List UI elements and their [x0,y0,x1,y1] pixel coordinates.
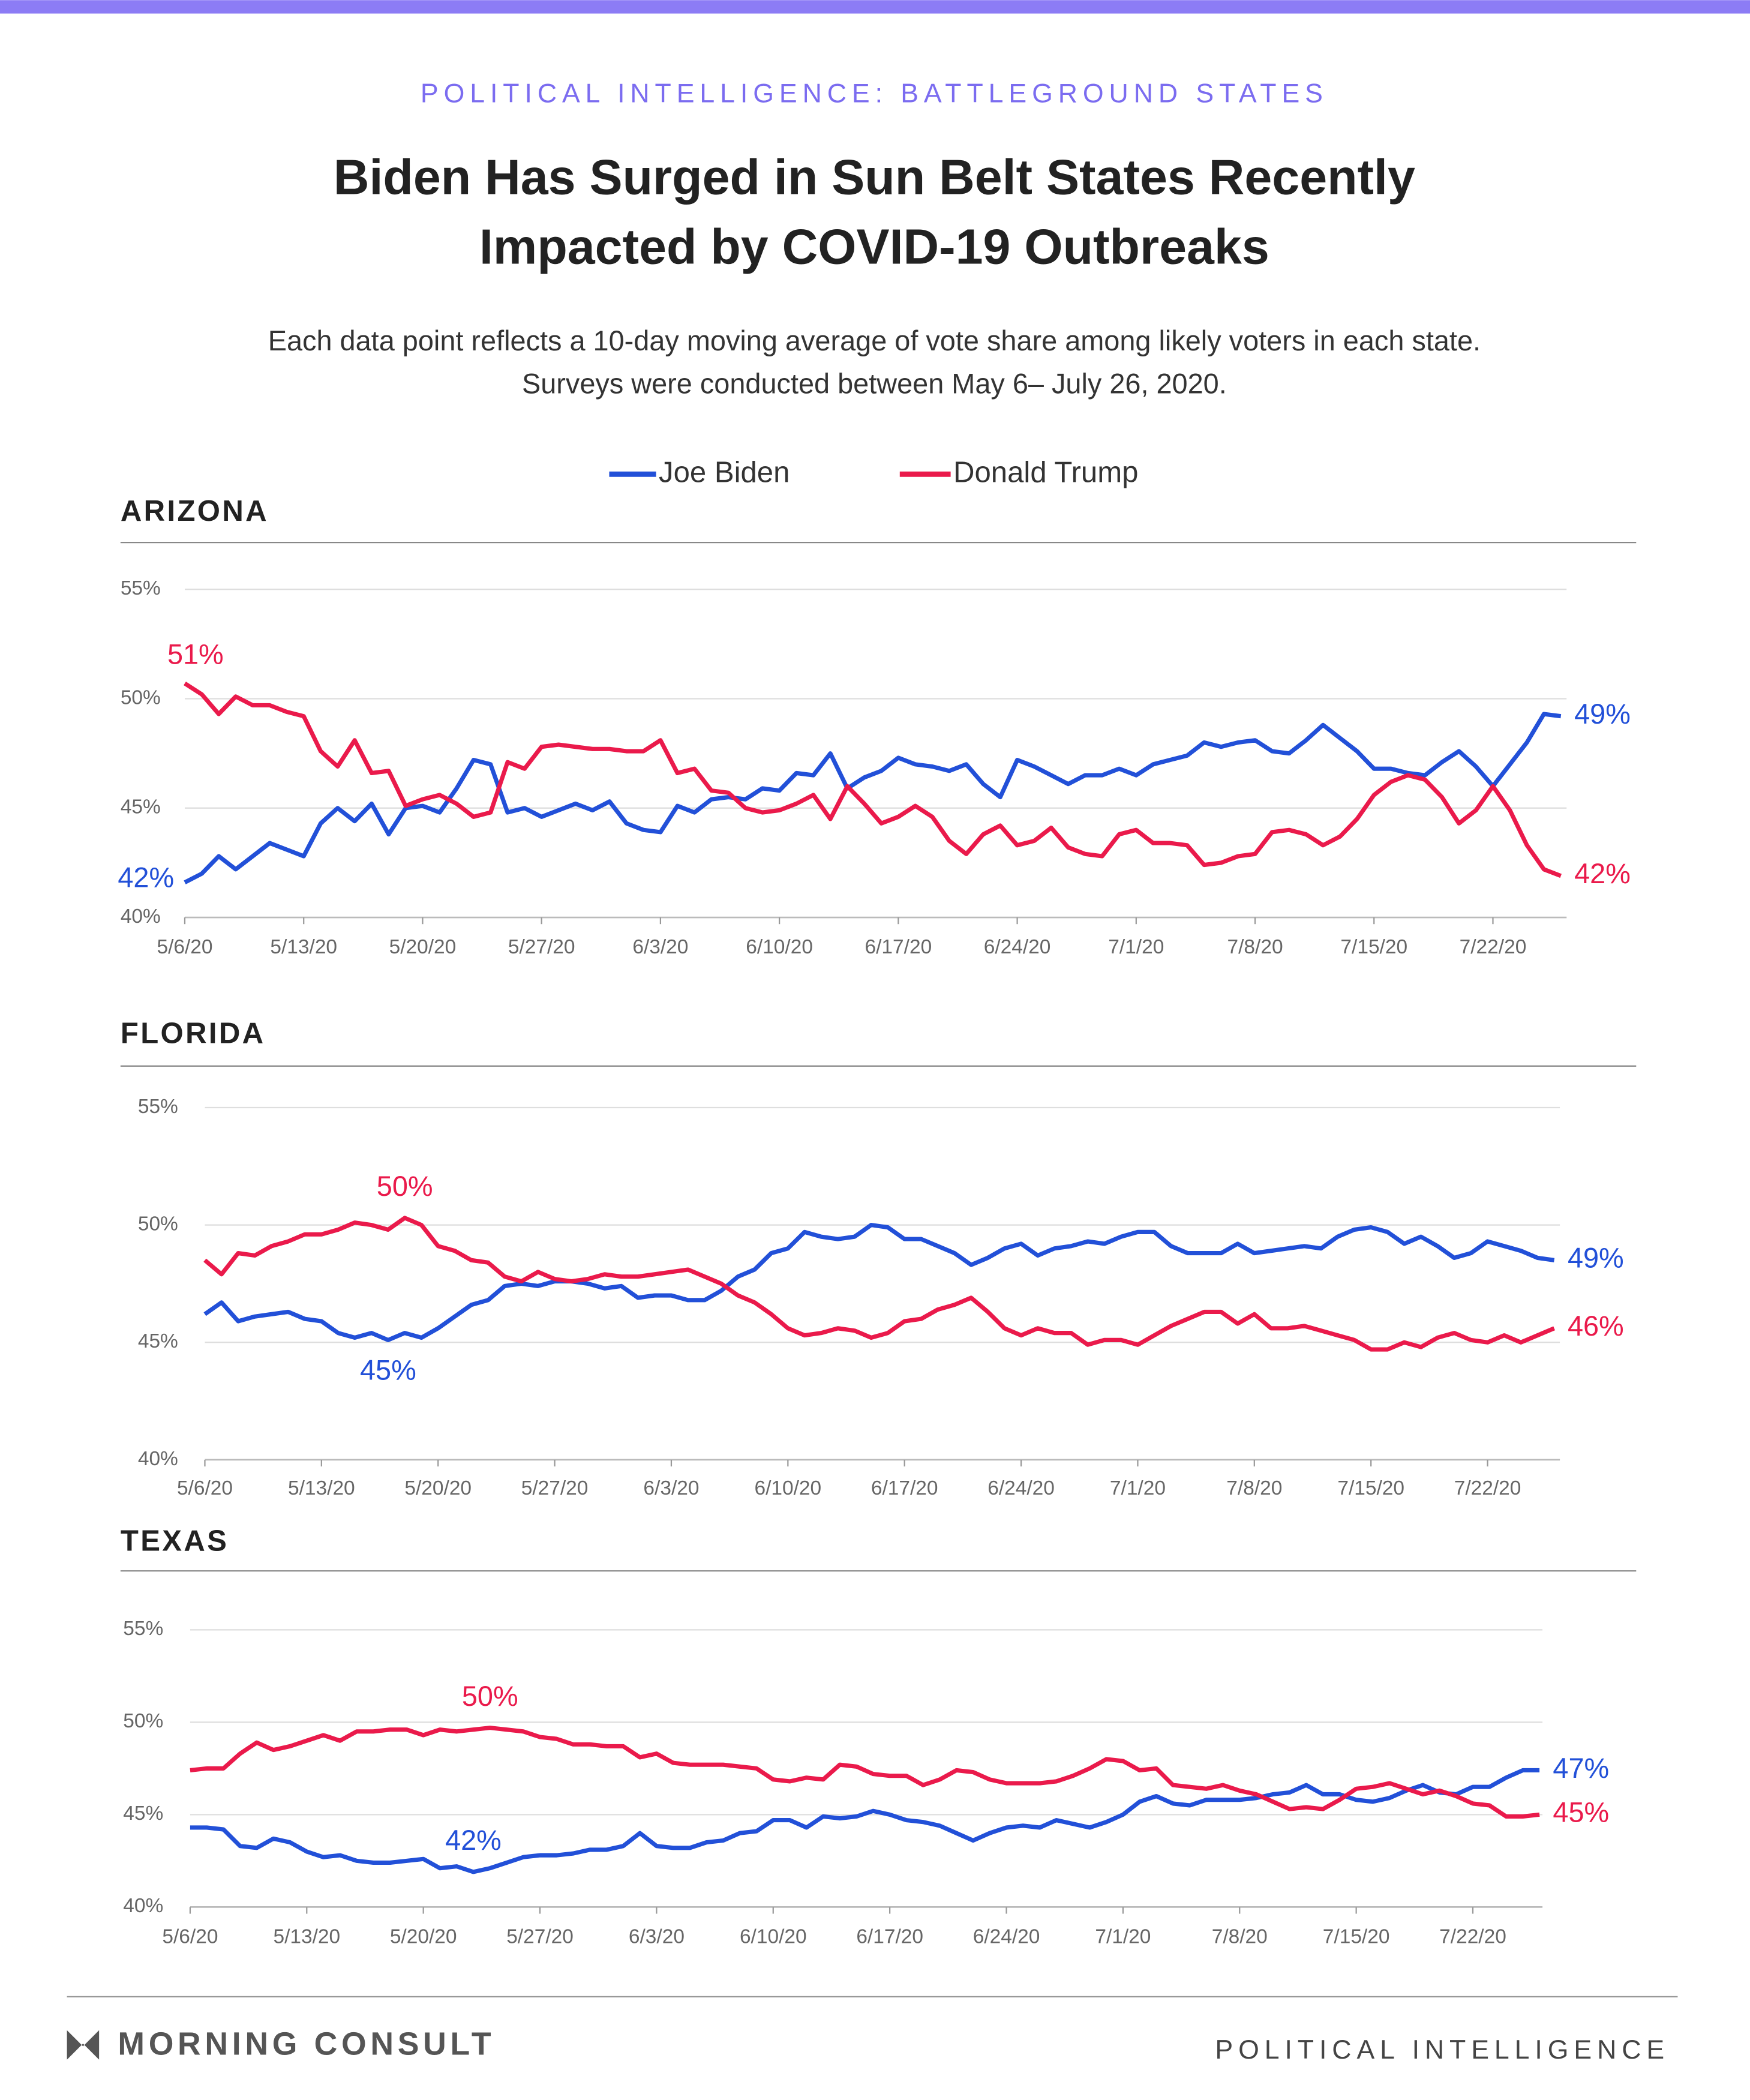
y-tick-label: 40% [138,1448,178,1470]
y-tick-label: 40% [121,905,161,928]
series-line [184,681,1562,878]
value-label: 46% [1568,1310,1624,1342]
x-tick-label: 7/1/20 [1108,936,1164,958]
chart-title: FLORIDA [121,1017,266,1049]
x-tick-label: 6/17/20 [856,1926,923,1948]
series-line [203,1223,1555,1342]
y-tick-label: 50% [123,1710,163,1732]
x-tick-label: 7/8/20 [1227,936,1283,958]
chart-title: TEXAS [121,1525,229,1557]
x-tick-label: 6/17/20 [871,1477,938,1499]
x-tick-label: 7/22/20 [1439,1926,1506,1948]
x-tick-label: 6/24/20 [984,936,1051,958]
x-tick-label: 6/3/20 [632,936,688,958]
series-line [190,1726,1540,1819]
x-tick-label: 6/10/20 [746,936,813,958]
x-tick-label: 7/15/20 [1323,1926,1390,1948]
y-tick-label: 50% [121,686,161,709]
y-tick-label: 40% [123,1895,163,1917]
chart-title: ARIZONA [121,495,269,527]
x-tick-label: 5/27/20 [521,1477,589,1499]
x-tick-label: 5/20/20 [404,1477,472,1499]
value-label: 42% [445,1825,502,1856]
x-tick-label: 5/20/20 [390,1926,457,1948]
x-tick-label: 5/13/20 [270,936,337,958]
x-tick-label: 7/22/20 [1460,936,1527,958]
x-tick-label: 5/13/20 [288,1477,355,1499]
value-label: 51% [167,639,224,670]
value-label: 45% [1553,1797,1609,1828]
logo [67,2030,100,2060]
subtitle: Surveys were conducted between May 6– Ju… [522,368,1227,399]
kicker: POLITICAL INTELLIGENCE: BATTLEGROUND STA… [421,79,1328,109]
value-label: 49% [1568,1243,1624,1274]
series-line [203,1216,1556,1352]
title: Biden Has Surged in Sun Belt States Rece… [334,149,1415,205]
top-bar [0,0,1750,14]
y-tick-label: 55% [123,1618,163,1640]
title: Impacted by COVID-19 Outbreaks [479,219,1269,274]
x-tick-label: 5/27/20 [506,1926,574,1948]
y-tick-label: 45% [138,1330,178,1352]
value-label: 47% [1553,1753,1609,1784]
y-tick-label: 45% [121,796,161,818]
x-tick-label: 5/27/20 [508,936,575,958]
value-label: 50% [462,1681,518,1712]
x-tick-label: 7/15/20 [1337,1477,1404,1499]
value-label: 45% [360,1354,416,1385]
x-tick-label: 7/1/20 [1110,1477,1166,1499]
y-tick-label: 45% [123,1802,163,1825]
y-tick-label: 50% [138,1213,178,1235]
series-line [190,1768,1540,1874]
value-label: 42% [118,862,174,893]
value-label: 42% [1574,858,1631,889]
x-tick-label: 5/6/20 [177,1477,233,1499]
x-tick-label: 5/13/20 [273,1926,340,1948]
value-label: 50% [377,1171,433,1202]
x-tick-label: 6/10/20 [754,1477,821,1499]
x-tick-label: 6/24/20 [987,1477,1055,1499]
x-tick-label: 5/6/20 [162,1926,218,1948]
x-tick-label: 7/8/20 [1226,1477,1282,1499]
x-tick-label: 7/15/20 [1340,936,1407,958]
x-tick-label: 6/3/20 [643,1477,699,1499]
x-tick-label: 5/6/20 [157,936,212,958]
legend-label: Donald Trump [953,456,1138,488]
x-tick-label: 7/8/20 [1212,1926,1268,1948]
x-tick-label: 6/10/20 [740,1926,807,1948]
x-tick-label: 7/22/20 [1454,1477,1521,1499]
x-tick-label: 6/17/20 [865,936,932,958]
x-tick-label: 6/24/20 [973,1926,1040,1948]
tagline: POLITICAL INTELLIGENCE [1215,2035,1670,2065]
legend-label: Joe Biden [659,456,790,488]
x-tick-label: 6/3/20 [629,1926,685,1948]
brand: MORNING CONSULT [118,2027,495,2062]
series-line [184,712,1562,884]
y-tick-label: 55% [121,577,161,599]
x-tick-label: 5/20/20 [389,936,457,958]
value-label: 49% [1574,698,1631,730]
x-tick-label: 7/1/20 [1095,1926,1151,1948]
subtitle: Each data point reflects a 10-day moving… [268,325,1481,356]
y-tick-label: 55% [138,1096,178,1118]
